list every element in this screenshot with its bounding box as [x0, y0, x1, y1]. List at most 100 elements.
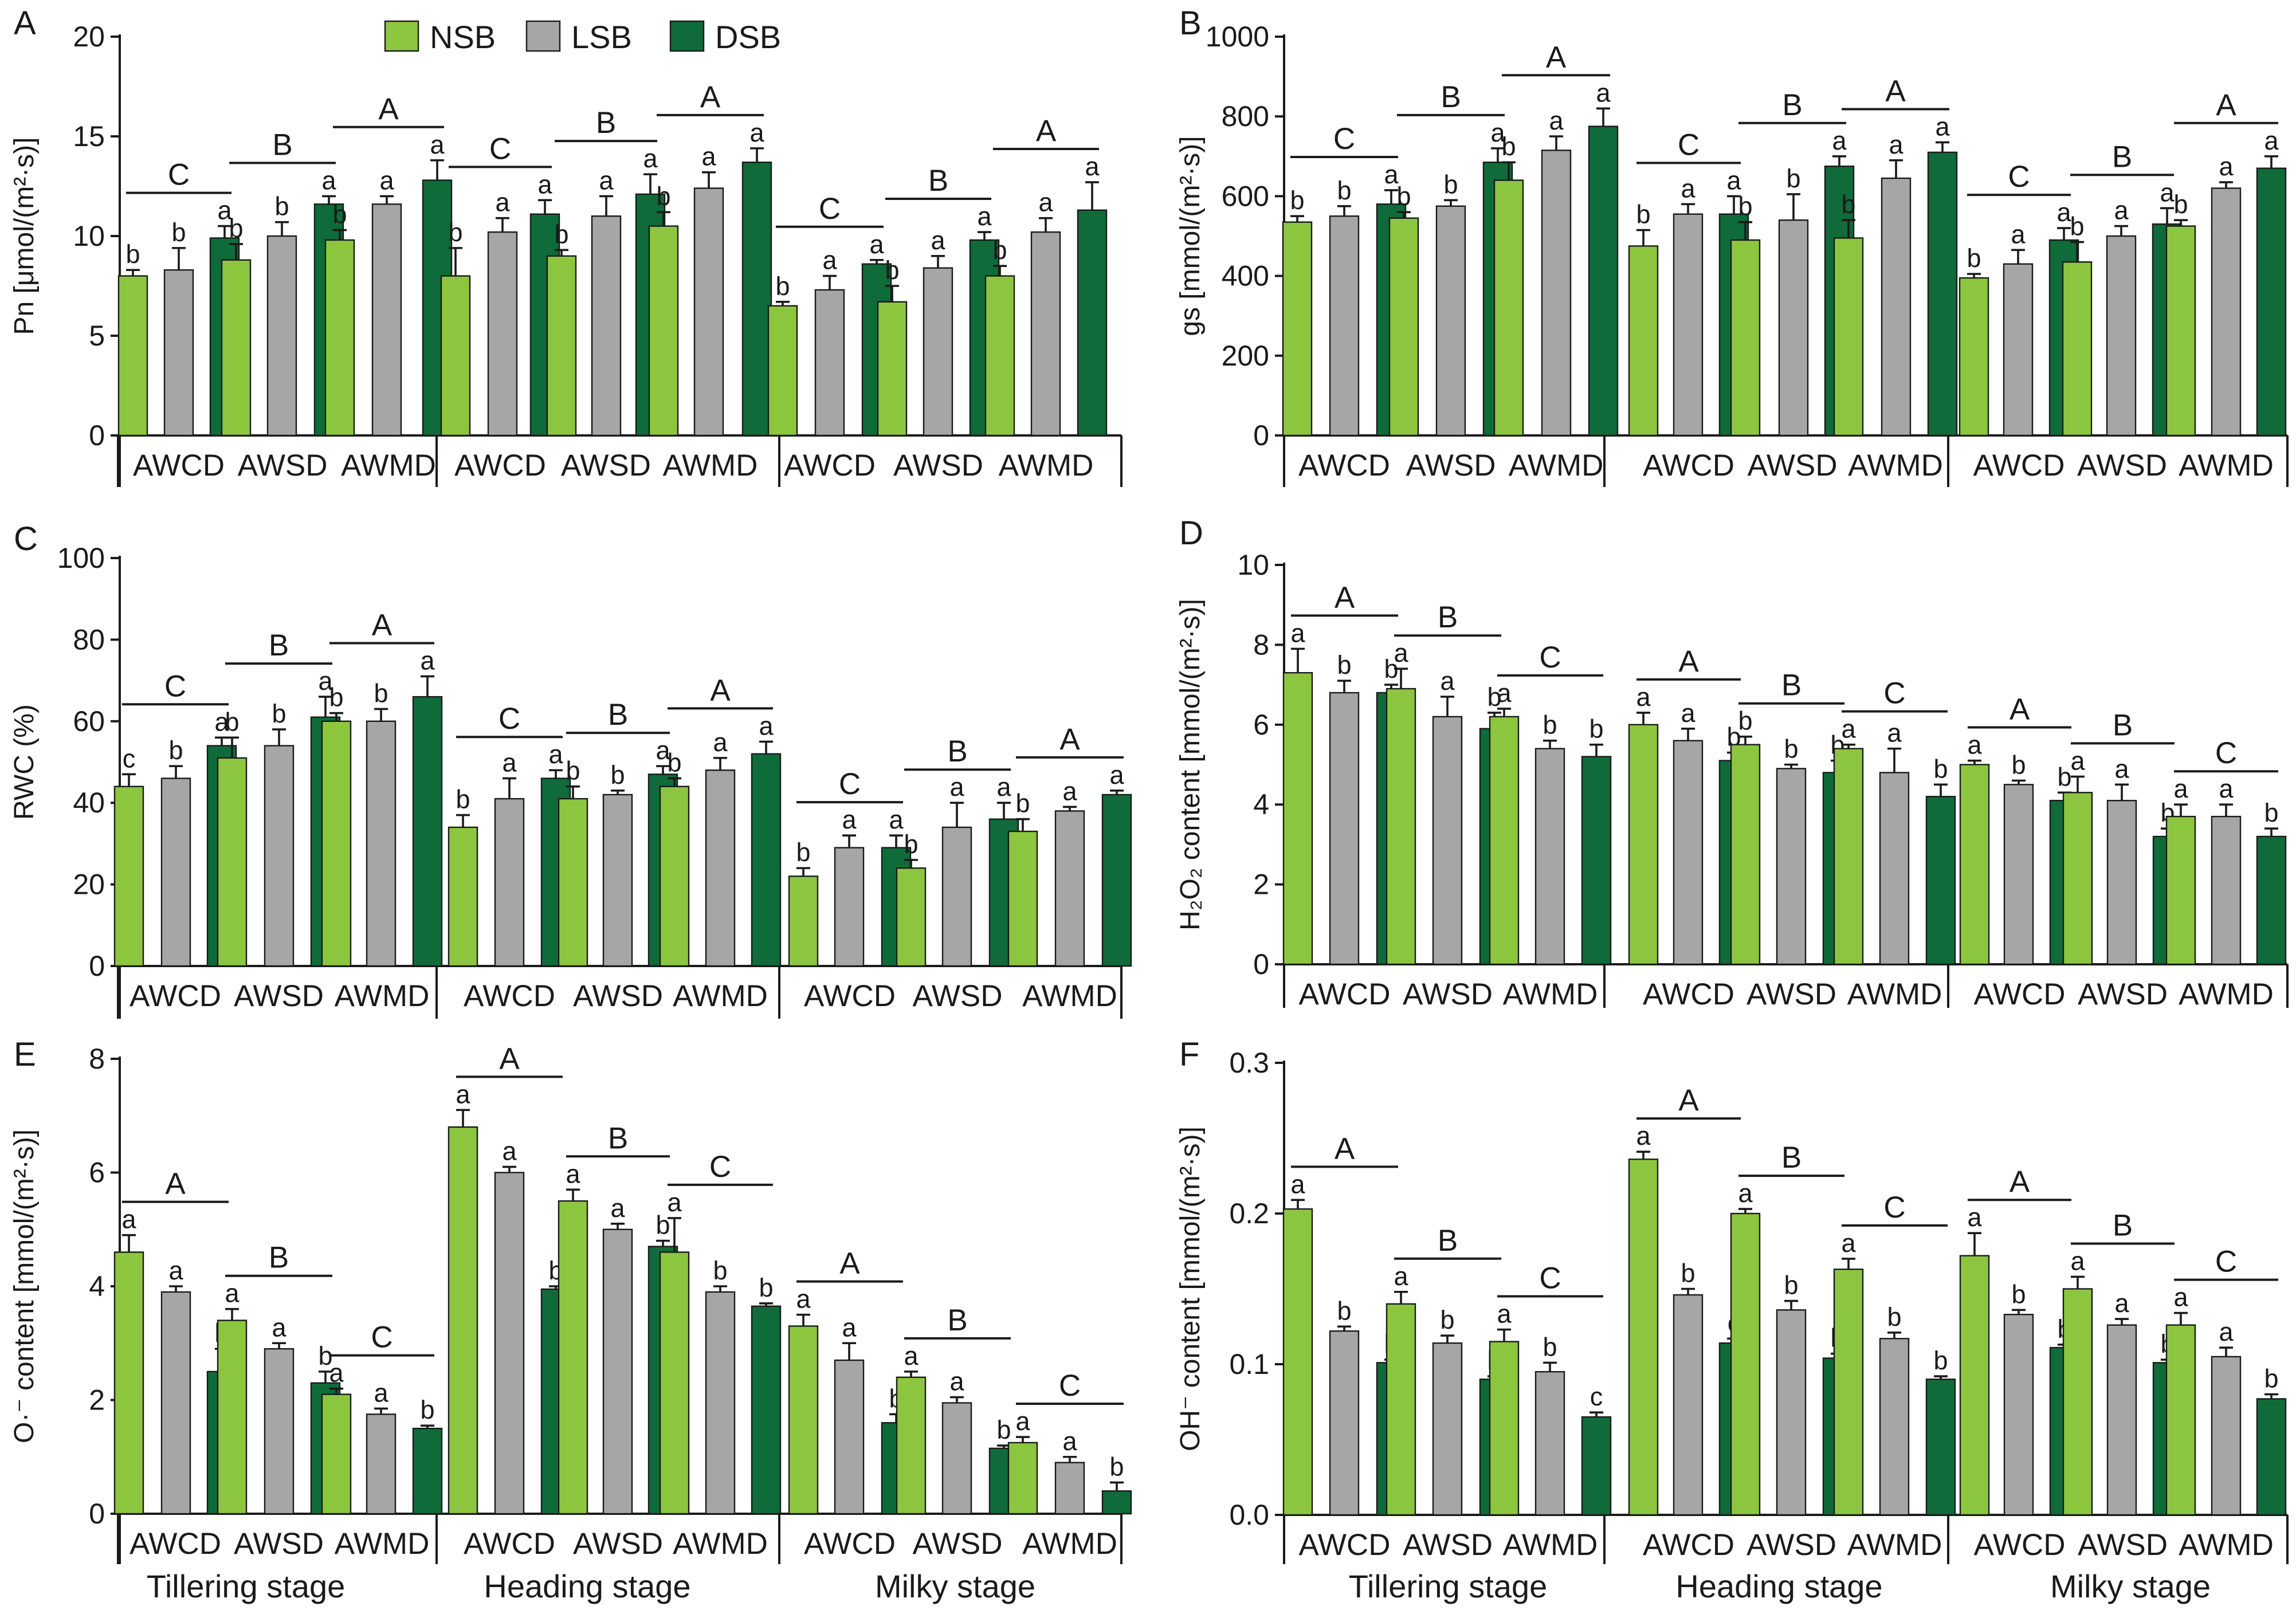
bar-b-0-2-nsb	[1493, 179, 1524, 437]
bar-f-2-1-nsb	[2062, 1288, 2093, 1516]
group-sig-letter-a-2-2: A	[1036, 114, 1057, 148]
sig-letter-a-2-1-2: a	[977, 202, 992, 231]
bar-e-0-0-lsb	[160, 1291, 191, 1515]
sig-letter-e-1-0-0: a	[456, 1079, 470, 1109]
bar-c-1-2-lsb	[705, 769, 736, 967]
sig-letter-d-0-2-0: a	[1497, 678, 1512, 708]
sig-letter-a-2-0-0: b	[775, 272, 790, 301]
bar-b-0-0-lsb	[1329, 215, 1360, 437]
group-sig-letter-e-0-1: B	[269, 1241, 289, 1275]
bar-c-2-0-nsb	[788, 875, 819, 967]
category-label-e-2-0: AWCD	[804, 1527, 896, 1561]
sig-letter-c-1-2-2: a	[759, 711, 774, 740]
sig-letter-d-1-2-1: a	[1887, 718, 1902, 748]
sig-letter-f-0-0-0: a	[1290, 1169, 1305, 1199]
sig-letter-b-1-0-2: a	[1726, 166, 1741, 195]
sig-letter-c-1-1-2: a	[656, 736, 670, 765]
sig-letter-f-2-1-0: a	[2070, 1246, 2085, 1275]
sig-letter-b-0-0-0: b	[1290, 186, 1304, 215]
group-sig-letter-b-1-0: C	[1678, 128, 1700, 162]
y-axis-label-f: OH⁻ content [mmol/(m²·s)]	[1175, 1126, 1206, 1451]
panel-label-c: C	[14, 520, 38, 557]
group-sig-letter-a-0-1: B	[272, 128, 292, 162]
category-label-b-2-1: AWSD	[2077, 449, 2167, 482]
sig-letter-f-0-2-1: b	[1543, 1332, 1557, 1361]
group-sig-letter-b-1-2: A	[1885, 74, 1906, 108]
sig-letter-d-2-2-2: b	[2264, 798, 2278, 827]
sig-letter-d-0-1-0: a	[1394, 638, 1408, 667]
sig-letter-d-2-1-0: a	[2070, 746, 2085, 775]
sig-letter-e-0-2-2: b	[420, 1395, 434, 1424]
bar-f-0-2-lsb	[1534, 1371, 1565, 1516]
sig-letter-f-0-1-1: b	[1440, 1305, 1454, 1334]
y-tick-label-f-1: 0.1	[1229, 1348, 1269, 1380]
group-sig-letter-c-0-0: C	[164, 669, 186, 703]
sig-letter-e-2-0-0: a	[796, 1285, 811, 1314]
sig-letter-b-1-1-2: a	[1832, 126, 1847, 155]
bar-b-0-1-nsb	[1388, 217, 1419, 437]
bar-a-1-0-nsb	[440, 275, 471, 437]
sig-letter-f-1-2-2: b	[1933, 1346, 1948, 1375]
sig-letter-d-2-0-1: b	[2011, 750, 2026, 779]
bar-a-0-1-lsb	[266, 235, 297, 437]
group-sig-letter-d-2-2: C	[2215, 736, 2237, 770]
bar-a-2-0-nsb	[767, 305, 798, 437]
bar-d-0-1-lsb	[1432, 716, 1463, 965]
sig-letter-a-1-0-0: b	[448, 218, 462, 247]
y-tick-label-d-5: 10	[1237, 549, 1269, 581]
category-label-c-0-0: AWCD	[129, 979, 221, 1013]
bar-a-1-2-nsb	[648, 225, 679, 437]
group-sig-letter-c-0-1: B	[269, 629, 289, 662]
group-sig-letter-e-1-0: A	[499, 1042, 520, 1075]
bar-c-2-2-lsb	[1054, 810, 1085, 967]
y-tick-label-b-2: 400	[1222, 260, 1269, 292]
category-label-c-1-2: AWMD	[673, 979, 768, 1013]
sig-letter-c-1-1-0: b	[566, 756, 580, 786]
sig-letter-d-1-2-0: a	[1841, 714, 1856, 744]
sig-letter-f-1-1-0: a	[1738, 1179, 1753, 1208]
group-sig-letter-d-0-2: C	[1539, 641, 1561, 674]
bar-b-0-2-dsb	[1588, 125, 1619, 437]
bar-d-0-2-dsb	[1581, 756, 1612, 965]
sig-letter-e-0-2-0: a	[329, 1358, 344, 1388]
sig-letter-c-1-2-0: b	[667, 748, 681, 777]
panel-label-b: B	[1179, 5, 1202, 42]
sig-letter-d-2-0-0: a	[1967, 731, 1982, 760]
bar-d-2-2-nsb	[2165, 815, 2196, 965]
sig-letter-f-1-2-0: a	[1841, 1228, 1856, 1258]
group-sig-letter-d-1-2: C	[1883, 677, 1905, 710]
sig-letter-a-0-2-2: a	[430, 130, 445, 159]
bar-b-0-1-lsb	[1435, 205, 1466, 437]
sig-letter-d-1-2-2: b	[1933, 754, 1948, 783]
bar-e-2-2-dsb	[1101, 1490, 1132, 1515]
group-sig-letter-a-2-0: C	[819, 192, 841, 226]
sig-letter-c-0-1-0: b	[225, 707, 239, 736]
y-tick-label-e-4: 8	[89, 1043, 105, 1075]
category-label-b-2-2: AWMD	[2179, 449, 2274, 482]
category-label-f-2-2: AWMD	[2179, 1528, 2274, 1562]
bar-d-2-0-nsb	[1959, 764, 1990, 965]
bar-e-2-1-lsb	[941, 1402, 972, 1515]
group-sig-letter-c-2-2: A	[1059, 722, 1080, 756]
group-sig-letter-d-2-1: B	[2113, 708, 2133, 742]
sig-letter-d-0-1-2: b	[1487, 682, 1501, 712]
group-sig-letter-a-0-2: A	[378, 92, 399, 126]
bar-c-2-0-lsb	[834, 847, 865, 967]
stage-label-tillering-right: Tillering stage	[1349, 1568, 1548, 1604]
sig-letter-c-0-0-2: a	[214, 707, 229, 736]
stage-label-milky-right: Milky stage	[2050, 1568, 2211, 1604]
category-label-c-2-1: AWSD	[912, 979, 1002, 1013]
bar-a-1-1-nsb	[546, 255, 577, 437]
bar-c-1-0-nsb	[448, 826, 478, 967]
sig-letter-f-2-1-1: a	[2114, 1289, 2129, 1318]
sig-letter-c-1-0-0: b	[456, 785, 470, 814]
group-sig-letter-c-2-1: B	[947, 735, 967, 768]
group-sig-letter-b-2-0: C	[2008, 160, 2030, 194]
sig-letter-e-1-1-1: a	[610, 1193, 625, 1223]
sig-letter-f-0-2-0: a	[1497, 1299, 1512, 1329]
category-label-b-1-0: AWCD	[1643, 449, 1734, 482]
y-tick-label-e-0: 0	[89, 1498, 105, 1530]
category-label-d-1-0: AWCD	[1643, 977, 1734, 1011]
